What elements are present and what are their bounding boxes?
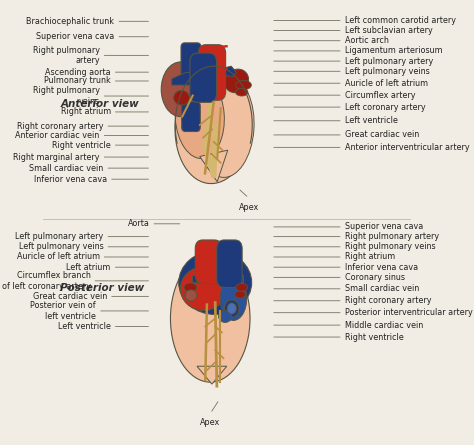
Text: Inferior vena cava: Inferior vena cava <box>345 263 418 271</box>
FancyBboxPatch shape <box>181 43 201 83</box>
Ellipse shape <box>224 69 248 93</box>
Text: Right pulmonary veins: Right pulmonary veins <box>345 243 435 251</box>
Ellipse shape <box>236 283 247 291</box>
Text: Ligamentum arteriosum: Ligamentum arteriosum <box>345 46 442 56</box>
Ellipse shape <box>179 251 252 315</box>
Text: Left ventricle: Left ventricle <box>345 116 398 125</box>
Text: Right ventricle: Right ventricle <box>52 141 111 150</box>
Text: Left pulmonary veins: Left pulmonary veins <box>18 243 103 251</box>
Text: Superior vena cava: Superior vena cava <box>345 222 423 231</box>
Text: Right coronary artery: Right coronary artery <box>17 121 103 130</box>
Text: Anterior interventricular artery: Anterior interventricular artery <box>345 143 469 152</box>
Text: Small cardiac vein: Small cardiac vein <box>345 284 419 293</box>
FancyBboxPatch shape <box>195 240 222 283</box>
Text: Apex: Apex <box>239 202 259 212</box>
Text: Ascending aorta: Ascending aorta <box>45 68 111 77</box>
Text: Posterior vein of
left ventricle: Posterior vein of left ventricle <box>30 301 96 321</box>
Ellipse shape <box>235 291 246 298</box>
Text: Auricle of left atrium: Auricle of left atrium <box>17 252 100 262</box>
Text: Right coronary artery: Right coronary artery <box>345 296 431 305</box>
Text: Left subclavian artery: Left subclavian artery <box>345 26 432 35</box>
Ellipse shape <box>171 255 250 382</box>
Text: Small cardiac vein: Small cardiac vein <box>29 164 103 173</box>
Text: Pulmonary trunk: Pulmonary trunk <box>44 77 111 85</box>
Ellipse shape <box>184 291 196 299</box>
Text: Apex: Apex <box>200 418 220 427</box>
Text: Right atrium: Right atrium <box>61 107 111 117</box>
Text: Posterior interventricular artery: Posterior interventricular artery <box>345 308 473 317</box>
Text: Left atrium: Left atrium <box>66 263 111 271</box>
Text: Anterior cardiac vein: Anterior cardiac vein <box>16 131 100 140</box>
Text: Inferior vena cava: Inferior vena cava <box>34 174 107 184</box>
Text: Brachiocephalic trunk: Brachiocephalic trunk <box>27 17 114 26</box>
Text: Aorta: Aorta <box>128 219 149 228</box>
Ellipse shape <box>173 90 190 105</box>
FancyBboxPatch shape <box>190 53 217 102</box>
FancyBboxPatch shape <box>217 240 242 287</box>
Text: Right ventricle: Right ventricle <box>345 332 403 341</box>
Ellipse shape <box>198 77 254 178</box>
Text: Right pulmonary artery: Right pulmonary artery <box>345 232 439 241</box>
Polygon shape <box>172 73 197 85</box>
Ellipse shape <box>219 311 232 323</box>
Text: Left common carotid artery: Left common carotid artery <box>345 16 456 25</box>
Text: Coronary sinus: Coronary sinus <box>345 273 405 282</box>
Text: Circumflex branch
of left coronary artery: Circumflex branch of left coronary arter… <box>1 271 91 291</box>
Text: Left pulmonary veins: Left pulmonary veins <box>345 67 429 76</box>
Text: Right atrium: Right atrium <box>345 252 395 262</box>
Polygon shape <box>224 275 243 282</box>
Text: Right marginal artery: Right marginal artery <box>13 153 100 162</box>
Text: Anterior view: Anterior view <box>60 99 139 109</box>
FancyBboxPatch shape <box>198 45 226 100</box>
Text: Right pulmonary
artery: Right pulmonary artery <box>33 46 100 65</box>
Polygon shape <box>197 366 227 384</box>
Text: Great cardiac vein: Great cardiac vein <box>345 130 419 139</box>
Text: Circumflex artery: Circumflex artery <box>345 91 415 100</box>
Text: Aortic arch: Aortic arch <box>345 36 389 45</box>
Text: Left pulmonary artery: Left pulmonary artery <box>15 232 103 241</box>
Ellipse shape <box>224 299 239 317</box>
Text: Auricle of left atrium: Auricle of left atrium <box>345 79 428 88</box>
Ellipse shape <box>236 89 248 96</box>
Polygon shape <box>206 66 237 77</box>
Ellipse shape <box>175 66 253 184</box>
Polygon shape <box>192 275 202 282</box>
Ellipse shape <box>220 277 246 320</box>
Text: Right pulmonary
veins: Right pulmonary veins <box>33 86 100 106</box>
Text: Left ventricle: Left ventricle <box>58 322 111 331</box>
FancyBboxPatch shape <box>182 101 201 132</box>
Ellipse shape <box>185 290 197 301</box>
Text: Superior vena cava: Superior vena cava <box>36 32 114 41</box>
Ellipse shape <box>181 267 227 311</box>
Text: Great cardiac vein: Great cardiac vein <box>33 292 107 301</box>
Text: Left pulmonary artery: Left pulmonary artery <box>345 57 433 65</box>
Ellipse shape <box>175 75 224 158</box>
Ellipse shape <box>161 62 200 117</box>
Text: Posterior view: Posterior view <box>60 283 145 293</box>
Ellipse shape <box>184 283 197 292</box>
Polygon shape <box>200 150 228 182</box>
Text: Middle cardiac vein: Middle cardiac vein <box>345 320 423 330</box>
Ellipse shape <box>236 81 251 90</box>
Text: Left coronary artery: Left coronary artery <box>345 103 425 112</box>
Ellipse shape <box>227 303 237 314</box>
